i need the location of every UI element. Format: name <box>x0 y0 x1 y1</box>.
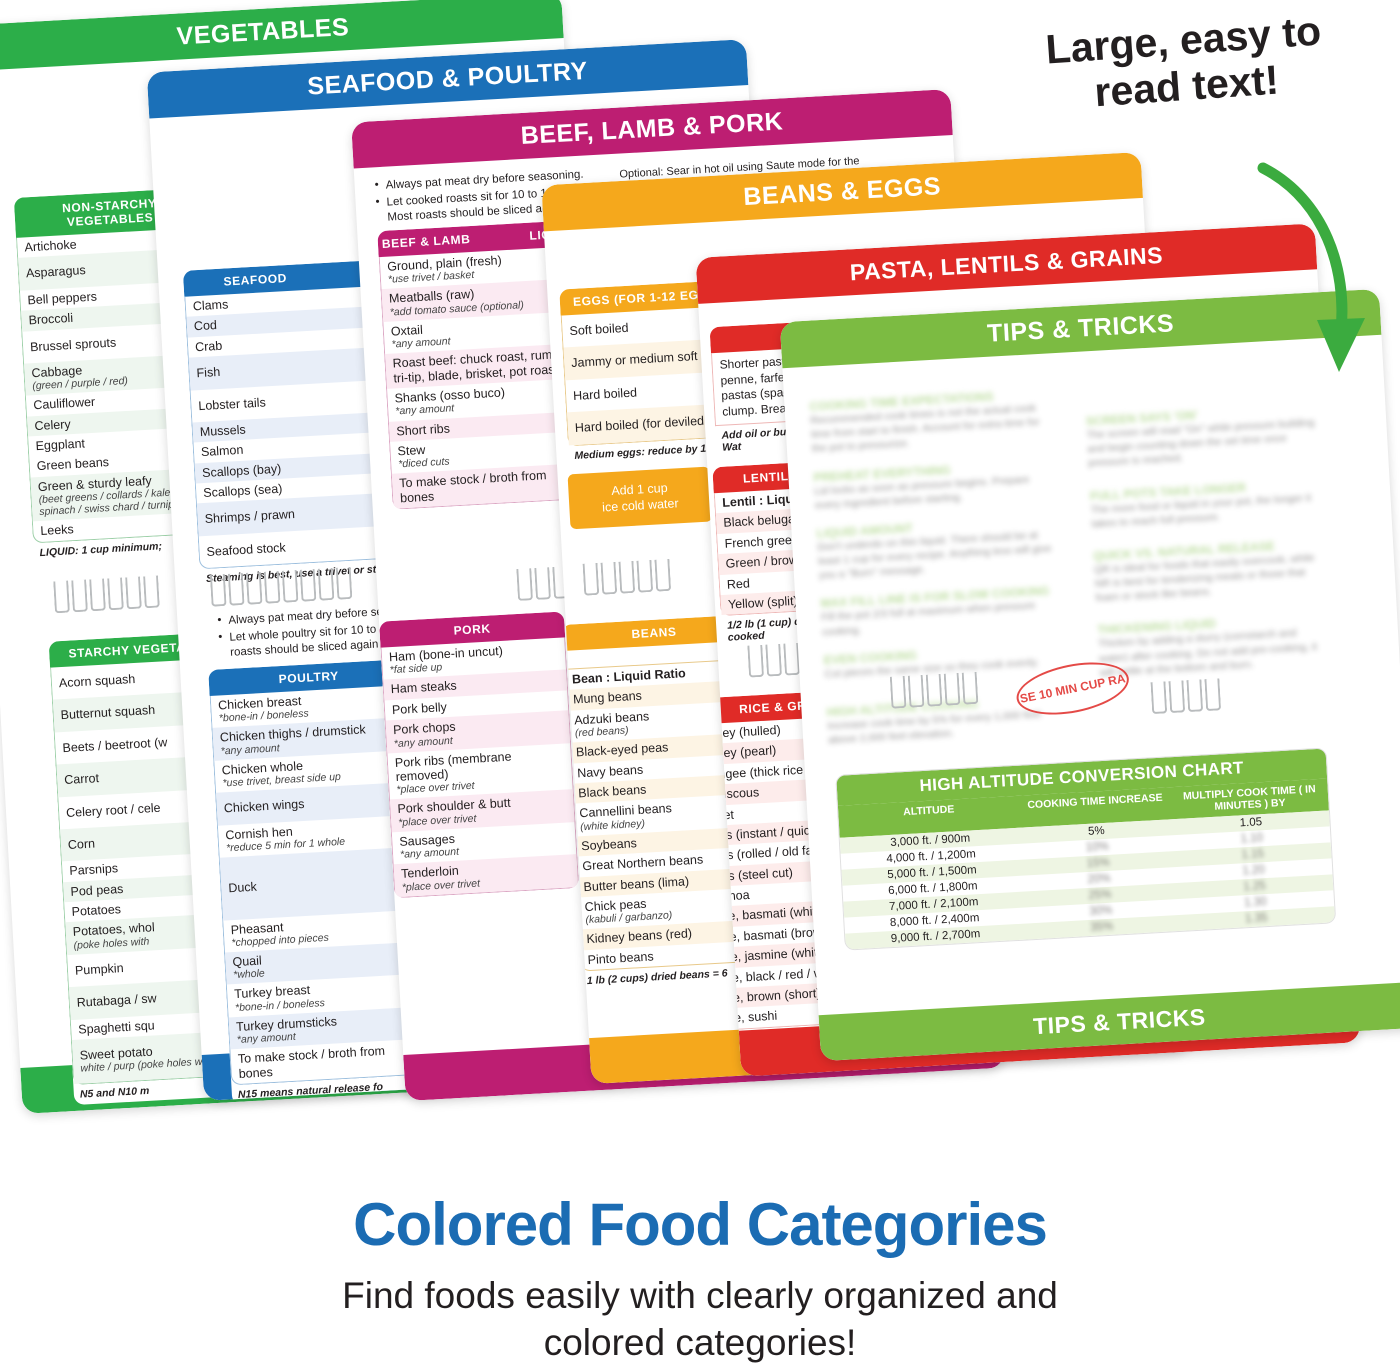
ice-water-badge: Add 1 cup ice cold water <box>567 466 713 530</box>
spiral-binding <box>582 558 672 596</box>
subhead-line1: Find foods easily with clearly organized… <box>342 1275 1058 1316</box>
section-pork: PORK Ham (bone-in uncut) *fat side up Ham… <box>379 611 580 899</box>
subhead-line2: colored categories! <box>543 1322 857 1364</box>
spiral-binding <box>209 566 353 607</box>
section-header-label: SEAFOOD <box>223 271 288 289</box>
card-stack: VEGETABLES VEGETABLES NON-STARCHY VEGETA… <box>0 0 1400 1160</box>
list-item: Duck <box>219 846 421 921</box>
high-altitude-conversion-chart: HIGH ALTITUDE CONVERSION CHART ALTITUDE … <box>835 747 1337 951</box>
section-header-label: BEEF & LAMB <box>381 232 471 251</box>
spiral-binding <box>53 575 160 614</box>
tips-column-right: SCREEN SAYS 'ON' The screen will read "O… <box>1085 388 1330 680</box>
spiral-binding <box>889 671 979 709</box>
page-subhead: Find foods easily with clearly organized… <box>0 1272 1400 1367</box>
curved-arrow-down-icon <box>1257 162 1365 372</box>
card-tips-tricks[interactable]: TIPS & TRICKS TIPS & TRICKS COOKING TIME… <box>779 288 1400 1062</box>
spiral-binding <box>1150 678 1222 715</box>
page-headline: Colored Food Categories <box>353 1191 1048 1258</box>
